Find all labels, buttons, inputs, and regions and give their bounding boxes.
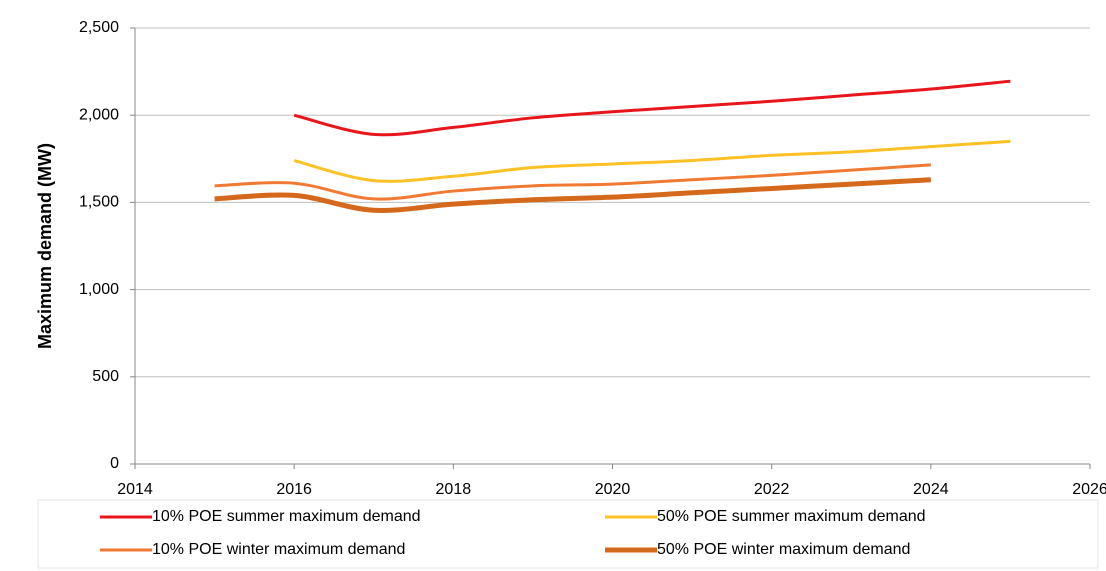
- legend-label: 10% POE summer maximum demand: [152, 508, 421, 525]
- legend-label: 50% POE winter maximum demand: [657, 541, 910, 558]
- x-tick-label: 2026: [1072, 481, 1106, 498]
- x-tick-label: 2016: [276, 481, 312, 498]
- y-tick-label: 1,000: [79, 281, 119, 298]
- legend-box: [37, 499, 1099, 569]
- y-tick-label: 1,500: [79, 194, 119, 211]
- series-line: [214, 163, 931, 201]
- x-tick-label: 2014: [117, 481, 153, 498]
- x-tick-label: 2020: [595, 481, 631, 498]
- series-line: [293, 139, 1011, 183]
- legend-label: 50% POE summer maximum demand: [657, 508, 926, 525]
- x-tick-label: 2022: [754, 481, 790, 498]
- y-tick-label: 2,500: [79, 19, 119, 36]
- legend-label: 10% POE winter maximum demand: [152, 541, 405, 558]
- series-line: [214, 177, 931, 213]
- y-axis-label: Maximum demand (MW): [35, 143, 55, 349]
- x-tick-label: 2024: [913, 481, 949, 498]
- x-tick-label: 2018: [436, 481, 472, 498]
- y-tick-label: 0: [110, 455, 119, 472]
- series-line: [293, 79, 1011, 137]
- y-tick-label: 500: [92, 368, 119, 385]
- y-tick-label: 2,000: [79, 106, 119, 123]
